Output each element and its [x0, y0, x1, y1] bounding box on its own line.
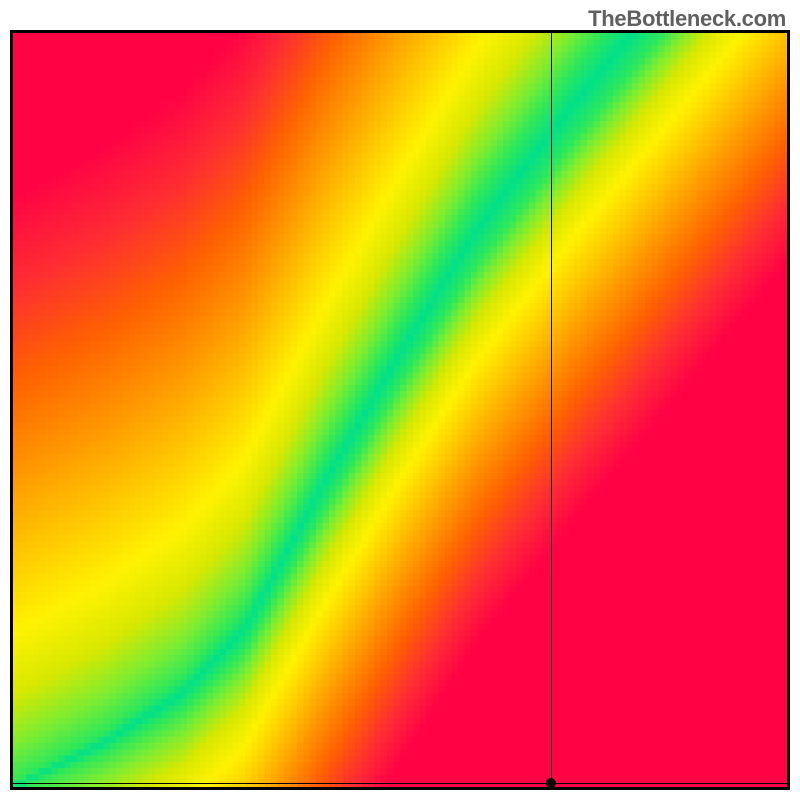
marker-dot	[546, 778, 556, 788]
heatmap-plot-frame	[10, 30, 790, 790]
crosshair-vertical	[551, 33, 552, 787]
watermark-text: TheBottleneck.com	[588, 6, 786, 32]
heatmap-canvas	[13, 33, 787, 787]
crosshair-horizontal	[13, 783, 787, 784]
